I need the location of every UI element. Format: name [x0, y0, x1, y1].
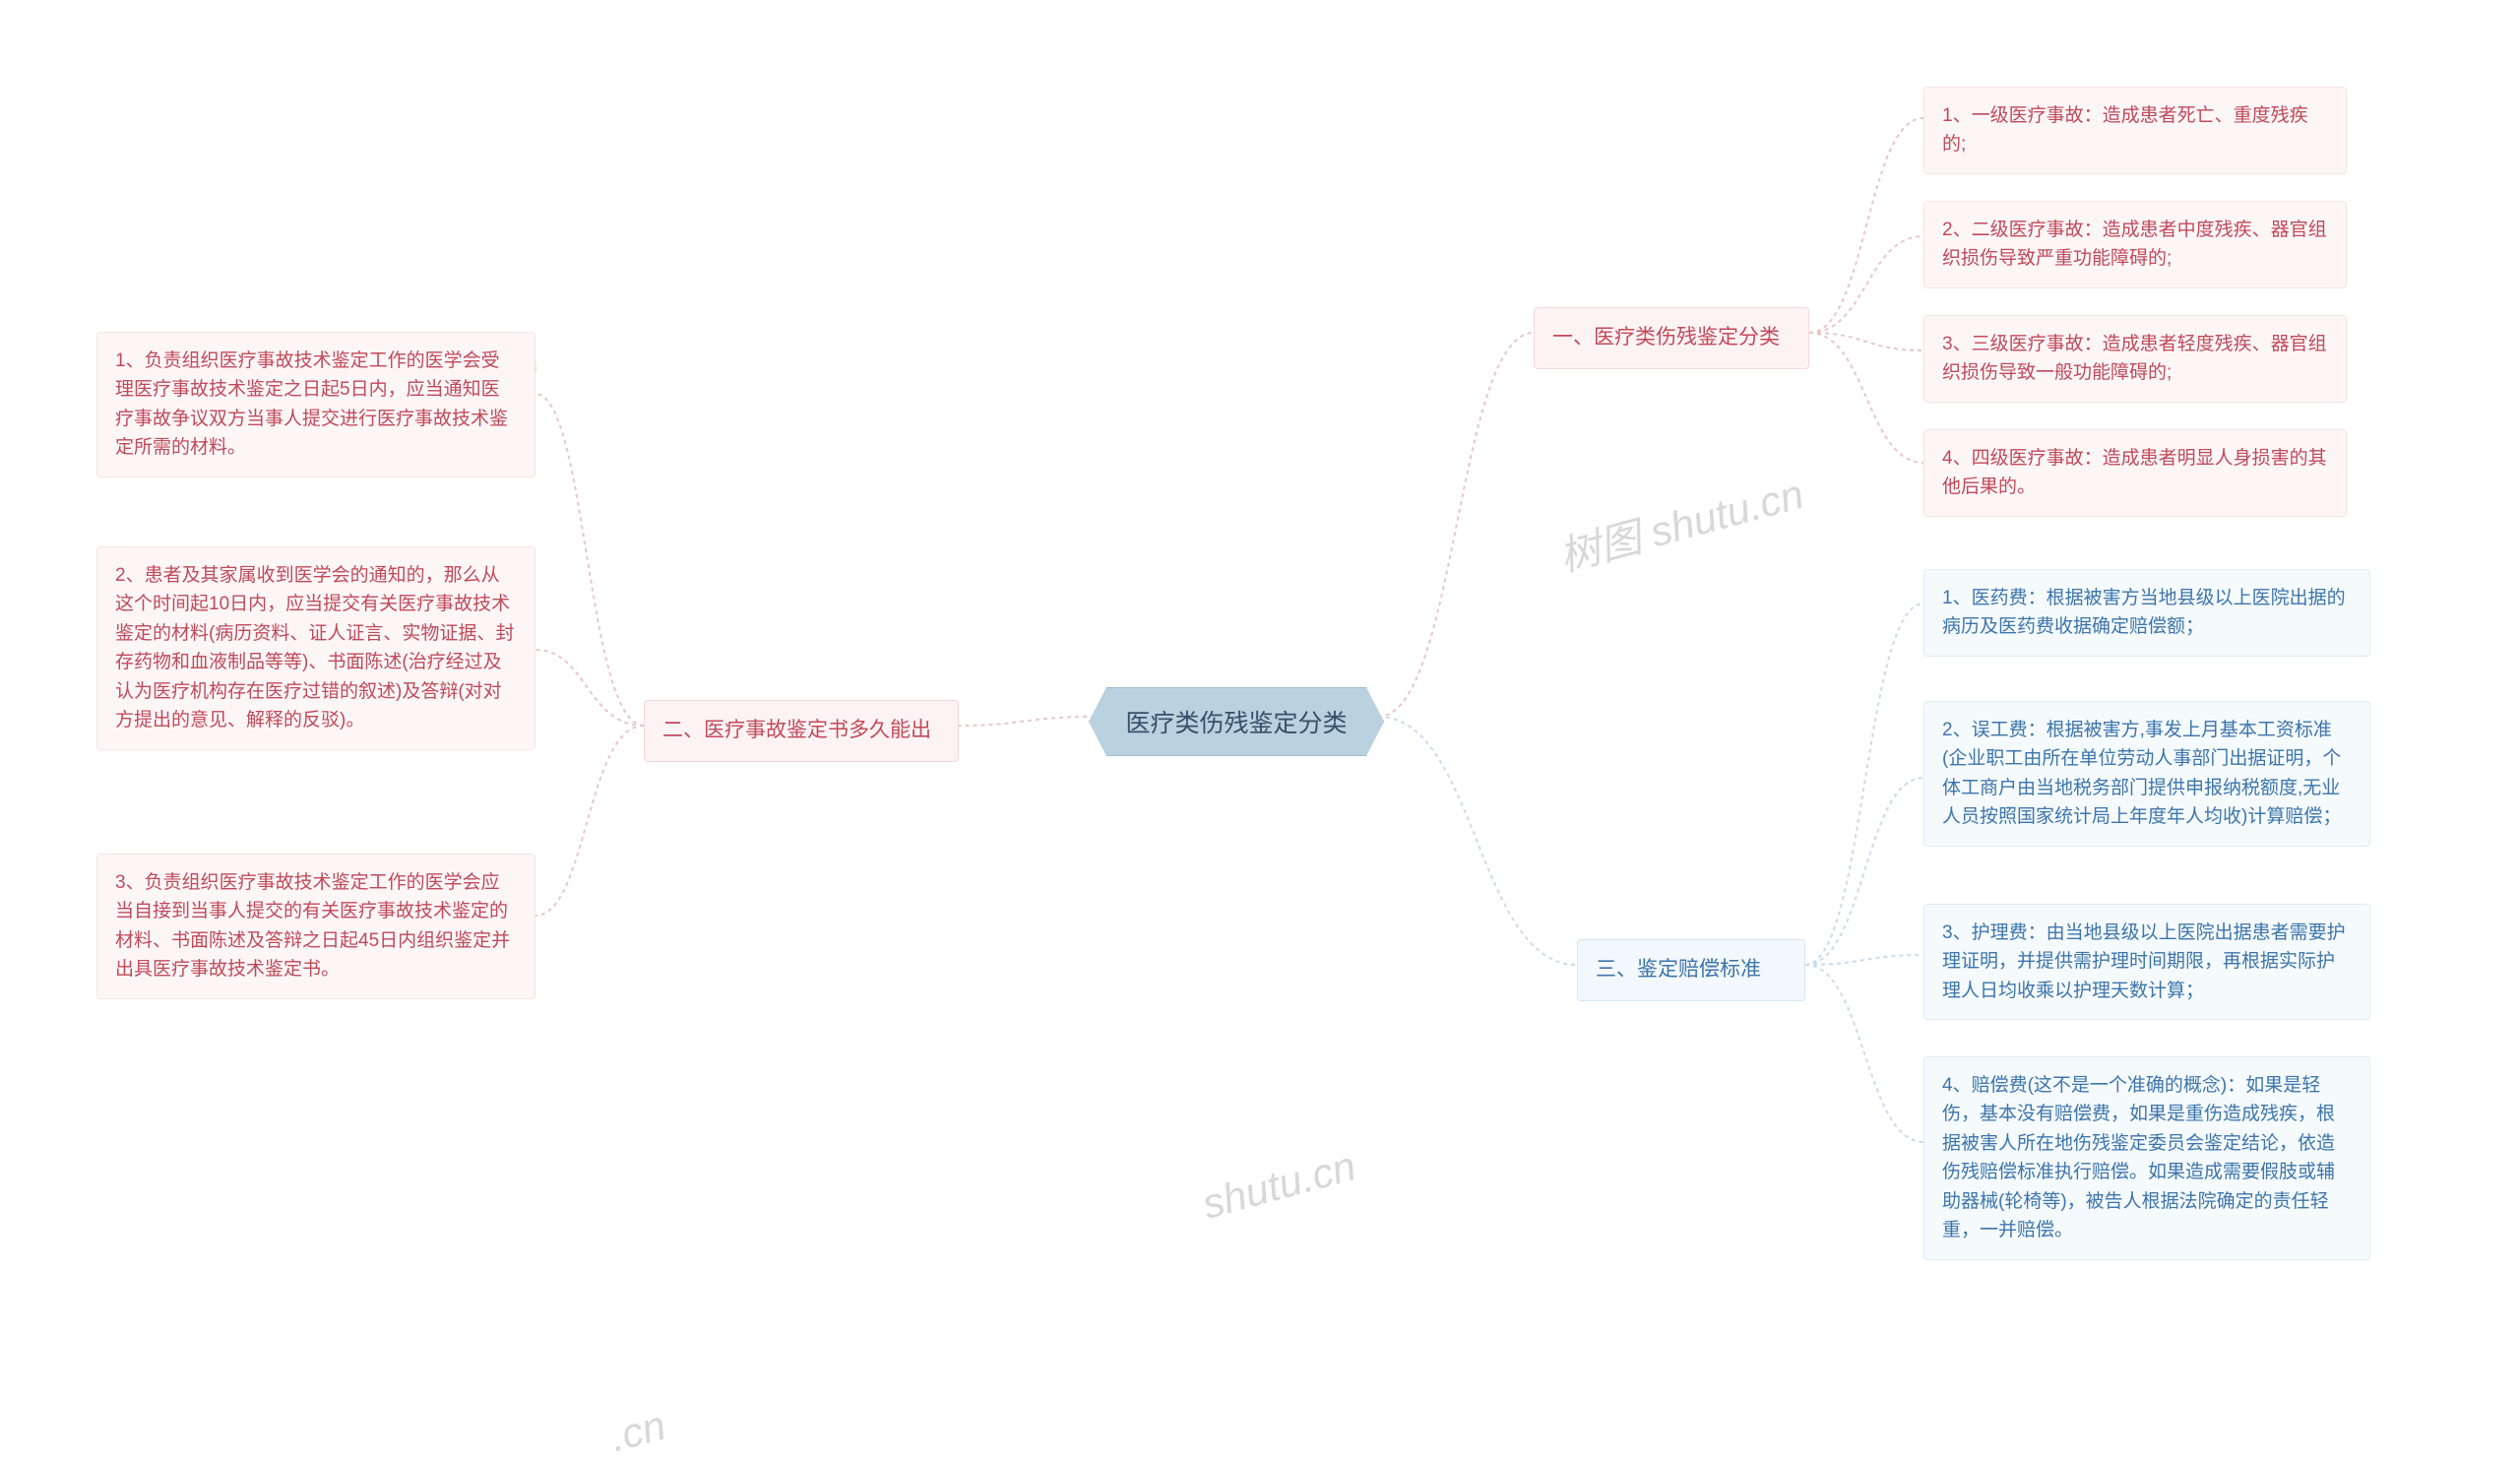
leaf-node[interactable]: 4、四级医疗事故：造成患者明显人身损害的其他后果的。 — [1923, 429, 2347, 517]
branch-label: 二、医疗事故鉴定书多久能出 — [662, 719, 931, 741]
watermark: .cn — [605, 1402, 671, 1461]
leaf-text: 4、赔偿费(这不是一个准确的概念)：如果是轻伤，基本没有赔偿费，如果是重伤造成残… — [1942, 1075, 2335, 1240]
leaf-text: 1、一级医疗事故：造成患者死亡、重度残疾的; — [1942, 105, 2308, 155]
leaf-node[interactable]: 3、负责组织医疗事故技术鉴定工作的医学会应当自接到当事人提交的有关医疗事故技术鉴… — [96, 854, 536, 999]
leaf-node[interactable]: 1、医药费：根据被害方当地县级以上医院出据的病历及医药费收据确定赔偿额； — [1923, 569, 2370, 657]
leaf-node[interactable]: 2、二级医疗事故：造成患者中度残疾、器官组织损伤导致严重功能障碍的; — [1923, 201, 2347, 288]
branch-node-timing[interactable]: 二、医疗事故鉴定书多久能出 — [644, 700, 959, 762]
leaf-text: 3、三级医疗事故：造成患者轻度残疾、器官组织损伤导致一般功能障碍的; — [1942, 334, 2327, 383]
leaf-text: 1、负责组织医疗事故技术鉴定工作的医学会受理医疗事故技术鉴定之日起5日内，应当通… — [115, 350, 508, 458]
leaf-text: 2、二级医疗事故：造成患者中度残疾、器官组织损伤导致严重功能障碍的; — [1942, 220, 2327, 269]
leaf-node[interactable]: 1、负责组织医疗事故技术鉴定工作的医学会受理医疗事故技术鉴定之日起5日内，应当通… — [96, 332, 536, 477]
leaf-text: 1、医药费：根据被害方当地县级以上医院出据的病历及医药费收据确定赔偿额； — [1942, 588, 2346, 637]
leaf-node[interactable]: 4、赔偿费(这不是一个准确的概念)：如果是轻伤，基本没有赔偿费，如果是重伤造成残… — [1923, 1056, 2370, 1260]
leaf-text: 2、患者及其家属收到医学会的通知的，那么从这个时间起10日内，应当提交有关医疗事… — [115, 565, 514, 730]
root-label: 医疗类伤残鉴定分类 — [1125, 710, 1347, 737]
leaf-node[interactable]: 3、三级医疗事故：造成患者轻度残疾、器官组织损伤导致一般功能障碍的; — [1923, 315, 2347, 403]
branch-label: 三、鉴定赔偿标准 — [1596, 958, 1761, 981]
branch-node-classification[interactable]: 一、医疗类伤残鉴定分类 — [1534, 307, 1809, 369]
leaf-text: 3、负责组织医疗事故技术鉴定工作的医学会应当自接到当事人提交的有关医疗事故技术鉴… — [115, 872, 510, 980]
leaf-text: 4、四级医疗事故：造成患者明显人身损害的其他后果的。 — [1942, 448, 2327, 497]
leaf-node[interactable]: 2、患者及其家属收到医学会的通知的，那么从这个时间起10日内，应当提交有关医疗事… — [96, 546, 536, 750]
branch-node-compensation[interactable]: 三、鉴定赔偿标准 — [1577, 939, 1805, 1001]
leaf-node[interactable]: 1、一级医疗事故：造成患者死亡、重度残疾的; — [1923, 87, 2347, 174]
leaf-text: 3、护理费：由当地县级以上医院出据患者需要护理证明，并提供需护理时间期限，再根据… — [1942, 922, 2346, 1001]
watermark: 树图 shutu.cn — [1551, 461, 1809, 584]
root-node[interactable]: 医疗类伤残鉴定分类 — [1089, 687, 1384, 756]
leaf-node[interactable]: 2、误工费：根据被害方,事发上月基本工资标准(企业职工由所在单位劳动人事部门出据… — [1923, 701, 2370, 847]
branch-label: 一、医疗类伤残鉴定分类 — [1552, 326, 1780, 349]
watermark: shutu.cn — [1197, 1142, 1360, 1228]
leaf-node[interactable]: 3、护理费：由当地县级以上医院出据患者需要护理证明，并提供需护理时间期限，再根据… — [1923, 904, 2370, 1020]
leaf-text: 2、误工费：根据被害方,事发上月基本工资标准(企业职工由所在单位劳动人事部门出据… — [1942, 720, 2341, 827]
